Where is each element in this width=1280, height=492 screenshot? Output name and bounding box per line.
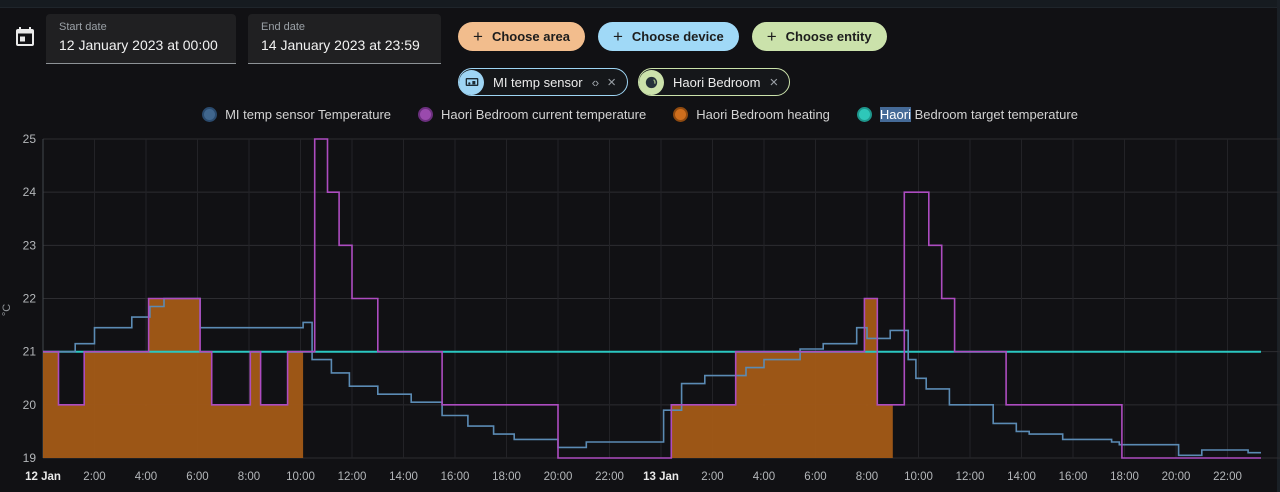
x-tick-label: 8:00 (856, 471, 878, 483)
x-tick-label: 2:00 (83, 471, 105, 483)
area-chip-haori-bedroom[interactable]: Haori Bedroom × (638, 68, 791, 96)
selected-text: Haori (879, 107, 911, 122)
x-tick-label: 12:00 (956, 471, 985, 483)
device-chip-mi-temp-sensor[interactable]: MI temp sensor ‹› × (458, 68, 629, 96)
start-date-label: Start date (59, 21, 107, 33)
x-tick-label: 10:00 (286, 471, 315, 483)
x-tick-label: 2:00 (701, 471, 723, 483)
chip-label: MI temp sensor (493, 74, 583, 90)
filter-chips: MI temp sensor ‹› × Haori Bedroom × (458, 68, 791, 96)
x-tick-label: 6:00 (186, 471, 208, 483)
x-tick-label: 10:00 (904, 471, 933, 483)
end-date-value: 14 January 2023 at 23:59 (261, 37, 420, 53)
x-tick-label: 18:00 (1110, 471, 1139, 483)
y-tick-label: 19 (23, 451, 37, 465)
x-tick-label: 16:00 (1059, 471, 1088, 483)
end-date-label: End date (261, 21, 306, 33)
area-icon (639, 69, 665, 95)
legend-swatch-icon (202, 107, 218, 122)
x-tick-label: 8:00 (238, 471, 260, 483)
x-tick-label: 14:00 (1007, 471, 1036, 483)
end-date-field[interactable]: End date 14 January 2023 at 23:59 (248, 14, 441, 64)
series-heating-area[interactable] (671, 298, 893, 459)
x-tick-label: 12:00 (338, 471, 367, 483)
close-icon[interactable]: × (607, 73, 617, 91)
choose-area-button[interactable]: + Choose area (458, 22, 585, 51)
legend-item[interactable]: MI temp sensor Temperature (202, 107, 391, 122)
choose-device-label: Choose device (631, 29, 724, 44)
y-tick-label: 20 (23, 398, 37, 412)
choose-device-button[interactable]: + Choose device (597, 22, 739, 51)
picker-buttons: + Choose area + Choose device + Choose e… (458, 22, 887, 51)
legend-item[interactable]: Haori Bedroom target temperature (856, 107, 1078, 122)
legend-item[interactable]: Haori Bedroom current temperature (418, 107, 646, 122)
legend-label: Haori Bedroom heating (696, 107, 830, 122)
legend-swatch-icon (856, 107, 872, 122)
x-tick-label: 4:00 (753, 471, 775, 483)
calendar-icon[interactable] (13, 25, 37, 49)
legend-label: Haori Bedroom current temperature (441, 107, 647, 122)
x-tick-label: 22:00 (1213, 471, 1242, 483)
plus-icon: + (612, 27, 623, 46)
devices-icon (459, 69, 484, 95)
x-tick-label: 14:00 (389, 471, 418, 483)
legend-label: MI temp sensor Temperature (225, 107, 392, 122)
x-tick-label: 22:00 (595, 471, 624, 483)
x-tick-label: 6:00 (804, 471, 826, 483)
start-date-value: 12 January 2023 at 00:00 (59, 37, 218, 53)
plus-icon: + (766, 27, 777, 46)
series-current-temp-line[interactable] (43, 138, 1261, 459)
series-heating-area[interactable] (43, 298, 304, 459)
y-tick-label: 24 (23, 185, 37, 199)
legend-swatch-icon (418, 107, 434, 122)
legend-label: Haori Bedroom target temperature (879, 107, 1078, 122)
choose-area-label: Choose area (491, 29, 570, 44)
choose-entity-button[interactable]: + Choose entity (751, 22, 887, 51)
x-tick-label: 13 Jan (643, 471, 679, 483)
legend-item[interactable]: Haori Bedroom heating (673, 107, 830, 122)
y-axis-title: °C (1, 304, 13, 316)
y-tick-label: 22 (23, 292, 37, 306)
x-tick-label: 12 Jan (25, 471, 61, 483)
choose-entity-label: Choose entity (785, 29, 872, 44)
x-tick-label: 20:00 (544, 471, 573, 483)
close-icon[interactable]: × (769, 73, 779, 91)
plus-icon: + (473, 27, 483, 46)
x-tick-label: 18:00 (492, 471, 521, 483)
series-mi-temp-line[interactable] (43, 297, 1261, 457)
code-brackets-icon[interactable]: ‹› (591, 74, 600, 90)
top-strip (0, 0, 1280, 8)
legend-swatch-icon (673, 107, 689, 122)
y-tick-label: 23 (23, 238, 37, 252)
history-chart[interactable]: 19 20 21 22 23 24 25 °C 12 Jan 2:00 4:00 6:00 8:00 10… (0, 130, 1280, 492)
x-tick-label: 16:00 (441, 471, 470, 483)
y-tick-label: 25 (23, 132, 37, 146)
chart-legend: MI temp sensor Temperature Haori Bedroom … (0, 107, 1280, 122)
x-tick-label: 20:00 (1162, 471, 1191, 483)
chip-label: Haori Bedroom (673, 74, 761, 90)
y-tick-label: 21 (23, 345, 37, 359)
start-date-field[interactable]: Start date 12 January 2023 at 00:00 (46, 14, 236, 64)
x-tick-label: 4:00 (135, 471, 157, 483)
